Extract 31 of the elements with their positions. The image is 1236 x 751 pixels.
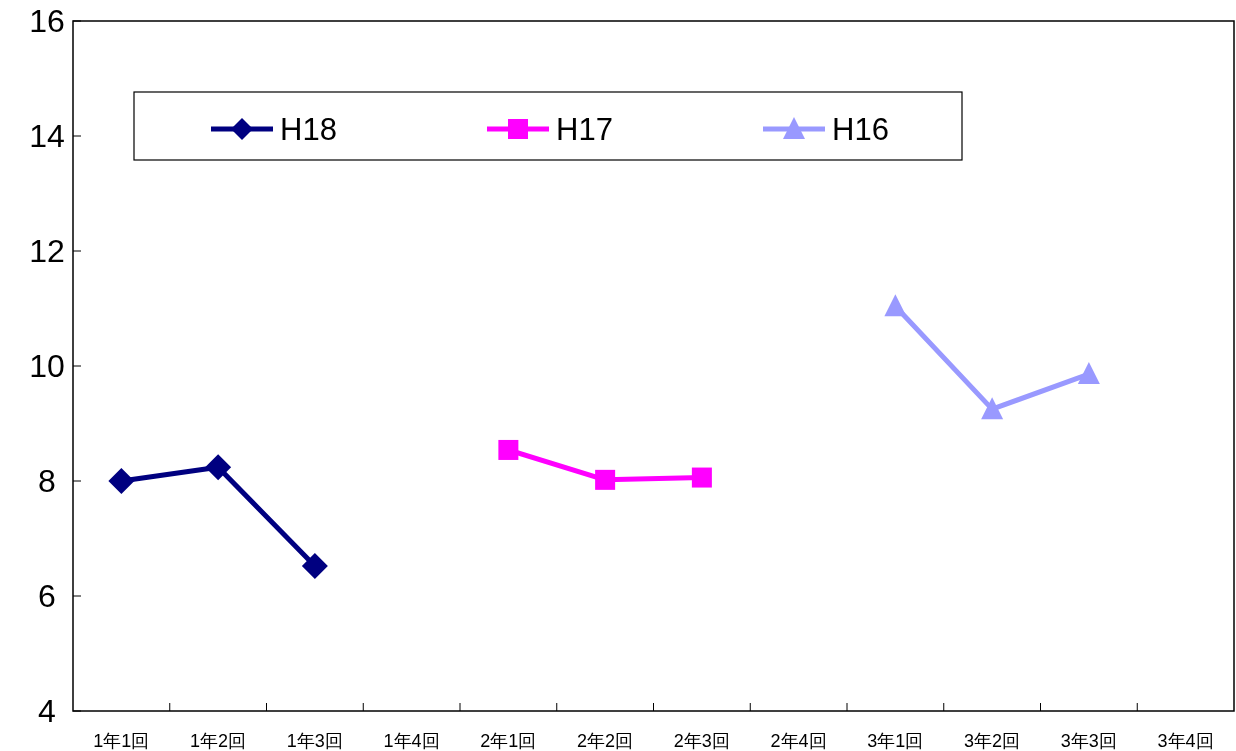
x-tick-label: 3年2回 <box>964 731 1021 751</box>
point <box>884 294 907 317</box>
x-tick-label: 3年3回 <box>1060 731 1117 751</box>
legend-label: H18 <box>280 112 337 147</box>
point <box>108 468 135 494</box>
y-tick-label: 12 <box>29 233 65 269</box>
x-tick-label: 1年1回 <box>93 731 150 751</box>
legend-label: H16 <box>832 112 889 147</box>
point <box>595 469 616 490</box>
point <box>301 553 328 580</box>
x-tick-label: 3年4回 <box>1157 731 1214 751</box>
legend-label: H17 <box>556 112 613 147</box>
point <box>498 439 519 460</box>
x-tick-label: 2年3回 <box>673 731 730 751</box>
point <box>691 467 712 488</box>
y-tick-label: 16 <box>29 3 65 39</box>
x-tick-label: 2年4回 <box>770 731 827 751</box>
x-tick-label: 1年4回 <box>383 731 440 751</box>
y-tick-label: 4 <box>38 693 56 729</box>
y-tick-label: 6 <box>38 578 56 614</box>
point <box>981 397 1004 420</box>
x-tick-label: 2年1回 <box>480 731 537 751</box>
x-tick-label: 1年3回 <box>286 731 343 751</box>
y-tick-label: 8 <box>38 463 56 499</box>
x-tick-label: 2年2回 <box>577 731 634 751</box>
y-tick-label: 10 <box>29 348 65 384</box>
point <box>1077 362 1100 385</box>
y-tick-label: 14 <box>29 118 65 154</box>
point <box>205 454 232 481</box>
x-tick-label: 3年1回 <box>867 731 924 751</box>
x-tick-label: 1年2回 <box>190 731 247 751</box>
